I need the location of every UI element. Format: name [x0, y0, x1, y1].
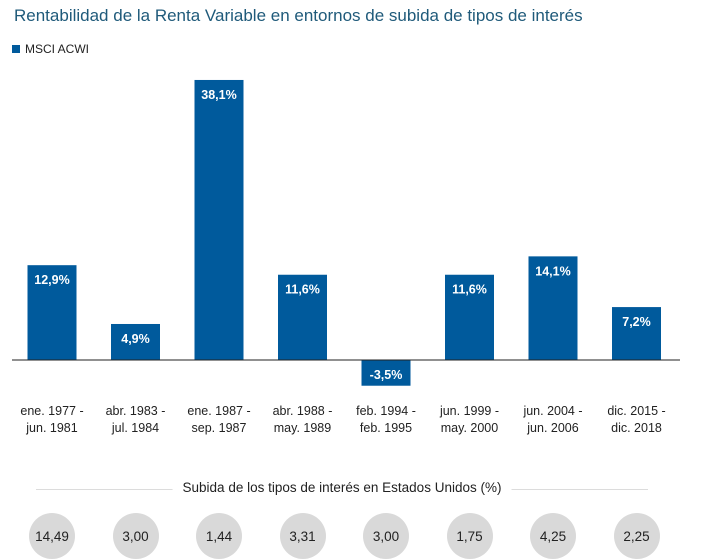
- legend-label: MSCI ACWI: [25, 42, 90, 56]
- bar-6: [445, 274, 494, 360]
- bar-1: [27, 265, 77, 360]
- rate-circle: 2,25: [613, 513, 660, 559]
- bar-value-label: 7,2%: [622, 315, 651, 329]
- bar-value-label: 12,9%: [34, 273, 69, 287]
- bar-4: [278, 274, 327, 360]
- rate-circle: 3,00: [363, 513, 409, 559]
- bar-value-label: 11,6%: [452, 283, 487, 297]
- x-tick-label: sep. 1987: [192, 421, 247, 435]
- rate-circle: 3,31: [279, 513, 326, 559]
- x-tick-label: jun. 1999 -: [439, 404, 499, 418]
- legend: MSCI ACWI: [12, 42, 89, 56]
- bar-chart: 12,9% 4,9% 38,1% 11,6% -3,5% 11,6% 14,1% 7,2% e…: [12, 79, 680, 435]
- bar-3: [194, 79, 244, 360]
- x-tick-label: may. 2000: [441, 421, 498, 435]
- rate-circle: 1,75: [446, 513, 493, 559]
- rate-circle: 4,25: [530, 513, 576, 559]
- x-tick-label: may. 1989: [274, 421, 331, 435]
- chart-title: Rentabilidad de la Renta Variable en ent…: [14, 6, 583, 25]
- bar-7: [528, 256, 578, 360]
- rate-circle: 14,49: [29, 513, 75, 559]
- x-tick-label: ene. 1977 -: [20, 404, 83, 418]
- x-tick-label: jun. 2004 -: [522, 404, 582, 418]
- rate-circle: 3,00: [112, 513, 159, 559]
- x-tick-label: jun. 1981: [25, 421, 77, 435]
- x-tick-label: dic. 2018: [611, 421, 662, 435]
- bar-value-label: 14,1%: [535, 264, 570, 278]
- x-tick-label: feb. 1995: [360, 421, 412, 435]
- x-tick-label: jun. 2006: [526, 421, 578, 435]
- rate-circle: 1,44: [196, 513, 242, 559]
- x-tick-label: dic. 2015 -: [607, 404, 665, 418]
- bar-value-label: 11,6%: [285, 283, 320, 297]
- bar-value-label: 38,1%: [201, 88, 236, 102]
- x-tick-label: jul. 1984: [111, 421, 159, 435]
- bar-2: [111, 323, 160, 360]
- rates-title: Subida de los tipos de interés en Estado…: [172, 480, 512, 495]
- legend-swatch: [12, 45, 20, 53]
- x-tick-label: abr. 1988 -: [273, 404, 333, 418]
- x-tick-label: abr. 1983 -: [106, 404, 166, 418]
- bar-5: [361, 360, 411, 386]
- x-tick-label: feb. 1994 -: [356, 404, 416, 418]
- bar-value-label: 4,9%: [121, 332, 150, 346]
- bar-8: [612, 307, 661, 360]
- x-tick-label: ene. 1987 -: [187, 404, 250, 418]
- bar-value-label: -3,5%: [370, 368, 403, 382]
- rates-header: Subida de los tipos de interés en Estado…: [36, 478, 648, 502]
